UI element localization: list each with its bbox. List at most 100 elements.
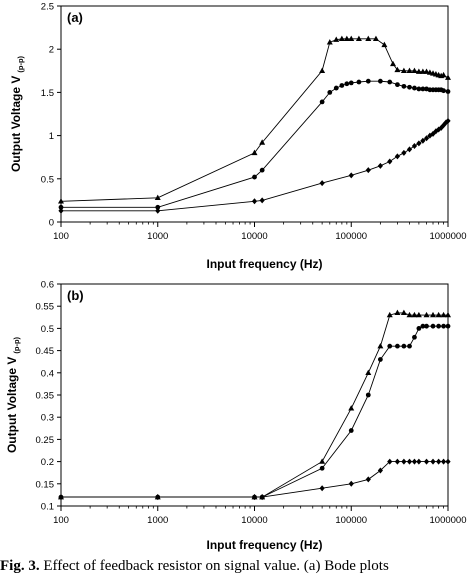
x-tick-label: 10000 [241,231,267,242]
triangle-marker [411,67,418,73]
diamond-marker [430,458,436,465]
diamond-marker [420,137,426,144]
circle-marker [407,343,412,349]
series-line [61,461,448,498]
triangle-marker [435,311,442,318]
diamond-marker [443,119,449,126]
diamond-marker [394,458,401,465]
triangle-marker [343,35,350,42]
y-tick-label: 0.55 [36,302,55,313]
y-tick-label: 0.45 [36,346,55,357]
series-line [61,80,449,208]
circle-marker [445,89,451,94]
diamond-marker [416,140,422,147]
triangle-marker [406,67,413,73]
triangle-marker [372,35,379,42]
panel-label: (a) [67,10,83,25]
triangle-marker [326,39,333,45]
y-axis-title: Output Voltage V (p-p) [9,55,25,172]
circle-marker [327,90,333,95]
diamond-marker [411,458,418,465]
triangle-marker [386,311,393,318]
triangle-marker [251,149,258,156]
x-tick-label: 1000 [147,515,168,526]
circle-marker [356,79,362,85]
x-tick-label: 1000000 [430,515,467,526]
series-circle [58,323,451,500]
triangle-marker [430,311,437,318]
diamond-marker [155,207,161,214]
x-tick-label: 100 [53,515,69,526]
triangle-marker [411,311,418,318]
diamond-marker [406,458,413,465]
circle-marker [259,167,265,173]
y-axis-title-subscript: (p-p) [12,336,21,353]
triangle-marker [394,66,401,73]
x-axis-title: Input frequency (Hz) [207,538,323,552]
y-tick-label: 0.25 [36,435,55,446]
circle-marker [416,86,422,92]
circle-marker [344,81,350,87]
y-tick-label: 2 [49,45,54,56]
circle-marker [365,78,371,84]
y-axis-title-main: Output Voltage V [9,76,23,172]
circle-marker [430,323,436,329]
y-tick-label: 1 [49,131,54,142]
diamond-marker [58,207,64,214]
triangle-marker [381,41,388,48]
circle-marker [319,465,325,471]
diamond-marker [319,180,325,187]
circle-marker [58,204,64,210]
diamond-marker [259,197,265,204]
circle-marker [252,174,257,180]
circle-marker [155,204,161,210]
y-tick-label: 0.15 [36,479,55,490]
diamond-marker [445,458,451,465]
diamond-marker [406,146,413,153]
diamond-marker [377,467,383,474]
plot-frame [60,5,449,223]
triangle-marker [338,35,345,42]
circle-marker [416,326,422,331]
diamond-marker [348,172,354,179]
circle-marker [407,84,412,90]
diamond-marker [411,142,418,149]
diamond-marker [365,476,371,483]
y-tick-label: 0.5 [41,324,54,335]
chart-panel-b: 0.1 0.15 0.2 0.25 0.3 0.35 0.4 0.45 0.5 0.55 0.6 10… [5,280,466,553]
x-tick-label: 1000000 [430,231,467,242]
diamond-marker [423,458,430,465]
plot-frame [60,283,449,507]
y-axis-title: Output Voltage V (p-p) [5,336,21,453]
diamond-marker [348,480,354,487]
circle-marker [377,357,383,362]
circle-marker [339,83,345,88]
circle-marker [319,99,325,105]
circle-marker [348,80,354,86]
triangle-marker [355,35,362,42]
circle-marker [420,323,426,329]
diamond-marker [387,458,393,465]
triangle-marker [423,311,430,318]
diamond-marker [416,458,422,465]
triangle-marker [319,67,326,73]
circle-marker [424,323,429,329]
diamond-marker [401,149,407,156]
diamond-marker [401,458,407,465]
x-tick-label: 100 [53,231,69,242]
triangle-marker [348,35,355,42]
series-circle [58,78,451,210]
y-tick-label: 0.35 [36,391,55,402]
triangle-marker [348,405,355,411]
series-triangle [58,35,451,204]
diamond-marker [394,153,401,160]
diamond-marker [440,458,447,465]
x-axis-title: Input frequency (Hz) [207,257,323,271]
triangle-marker [445,311,451,318]
triangle-marker [389,60,396,67]
circle-marker [420,86,426,92]
y-tick-label: 2.5 [41,2,54,13]
circle-marker [377,78,383,84]
triangle-marker [319,458,326,464]
diamond-marker [436,458,442,465]
